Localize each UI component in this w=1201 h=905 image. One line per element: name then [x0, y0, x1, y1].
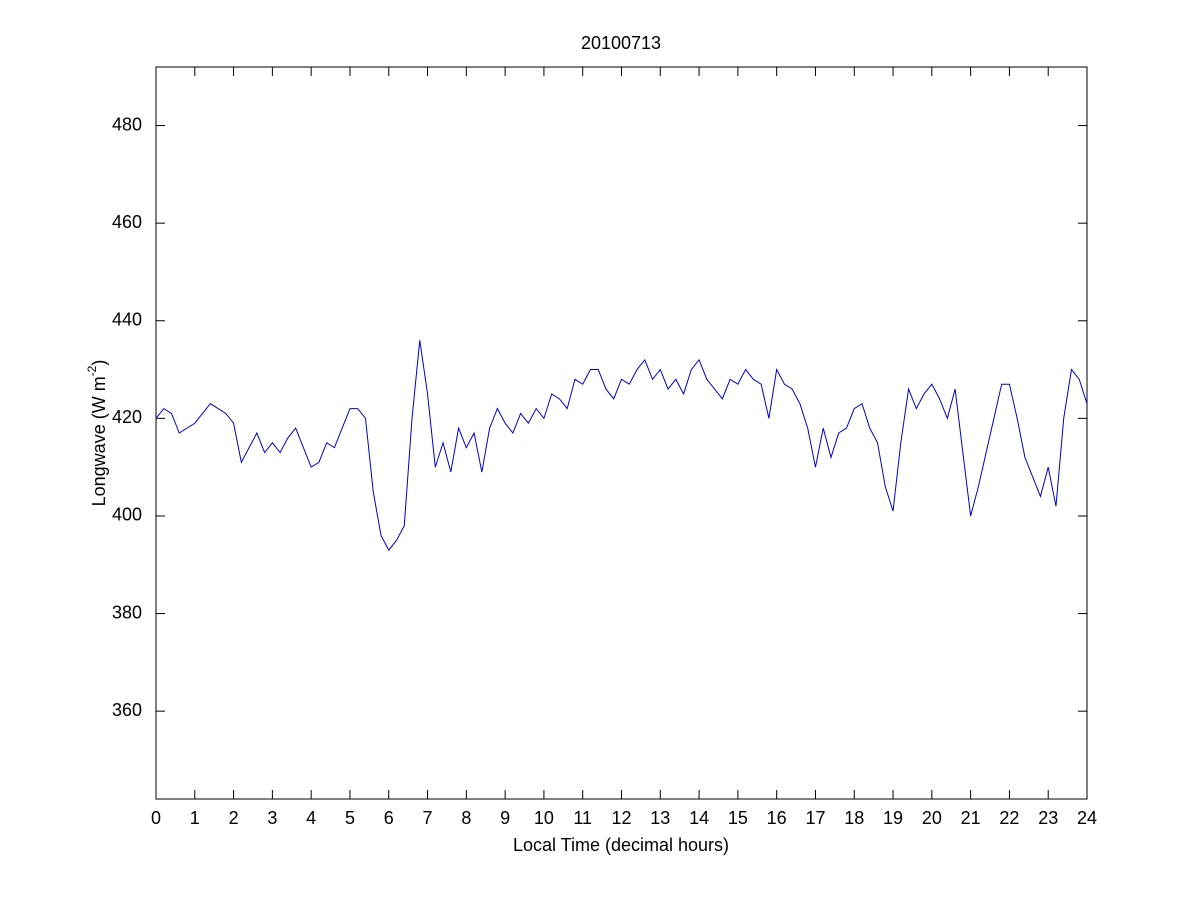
x-tick-label: 8: [461, 808, 471, 828]
x-tick-label: 10: [534, 808, 554, 828]
y-axis-label-text: Longwave (W m: [89, 376, 109, 506]
x-tick-label: 14: [689, 808, 709, 828]
x-tick-label: 18: [844, 808, 864, 828]
x-tick-label: 16: [767, 808, 787, 828]
x-tick-label: 15: [728, 808, 748, 828]
x-tick-label: 19: [883, 808, 903, 828]
x-tick-label: 17: [805, 808, 825, 828]
x-tick-label: 24: [1077, 808, 1097, 828]
y-tick-label: 480: [112, 114, 142, 134]
x-tick-label: 3: [267, 808, 277, 828]
x-tick-label: 0: [151, 808, 161, 828]
x-tick-label: 23: [1038, 808, 1058, 828]
data-line: [155, 340, 1088, 552]
y-tick-label: 400: [112, 505, 142, 525]
x-tick-label: 9: [500, 808, 510, 828]
y-tick-label: 360: [112, 700, 142, 720]
chart-title: 20100713: [581, 33, 661, 53]
x-tick-label: 4: [306, 808, 316, 828]
x-axis-label: Local Time (decimal hours): [513, 835, 729, 855]
x-tick-label: 22: [999, 808, 1019, 828]
x-tick-label: 12: [611, 808, 631, 828]
x-tick-label: 1: [190, 808, 200, 828]
x-tick-label: 2: [229, 808, 239, 828]
x-tick-label: 5: [345, 808, 355, 828]
y-axis-label: Longwave (W m-2): [85, 360, 109, 507]
x-tick-label: 11: [573, 808, 592, 828]
y-axis-label-sup: -2: [85, 365, 99, 376]
y-tick-label: 380: [112, 602, 142, 622]
y-tick-label: 420: [112, 407, 142, 427]
x-tick-label: 13: [650, 808, 670, 828]
y-axis-label-suffix: ): [89, 360, 109, 366]
y-tick-label: 460: [112, 212, 142, 232]
x-tick-label: 6: [384, 808, 394, 828]
x-tick-label: 7: [423, 808, 433, 828]
y-tick-label: 440: [112, 310, 142, 330]
x-tick-label: 20: [922, 808, 942, 828]
x-tick-label: 21: [961, 808, 981, 828]
